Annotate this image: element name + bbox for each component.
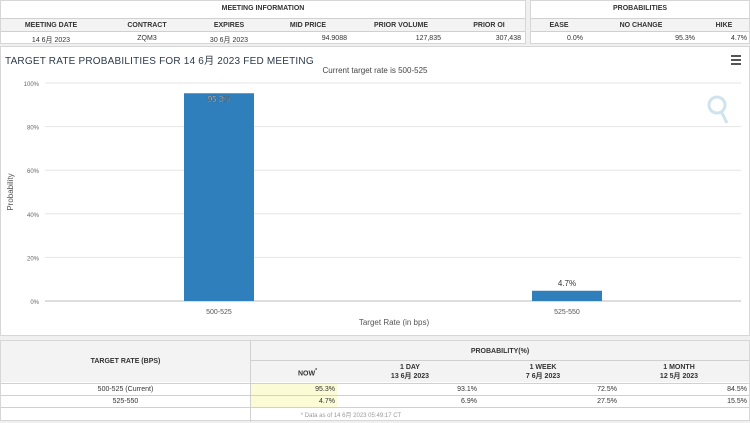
x-tick-label: 500-525 (206, 309, 232, 316)
prior-volume-value: 127,835 (415, 35, 441, 42)
divider (1, 383, 749, 384)
chart-panel: TARGET RATE PROBABILITIES FOR 14 6月 2023… (0, 46, 750, 336)
divider (1, 407, 749, 408)
divider (251, 360, 749, 361)
meeting-info-panel: MEETING INFORMATION MEETING DATE CONTRAC… (0, 0, 526, 44)
col-header-now-label: NOW (297, 370, 316, 378)
col-header-expires: EXPIRES (213, 22, 245, 29)
contract-value: ZQM3 (137, 35, 157, 42)
col-header-hike: HIKE (715, 22, 733, 29)
col-header-prior-volume: PRIOR VOLUME (373, 22, 429, 29)
col-header-1-week-label: 1 WEEK (529, 364, 557, 371)
bar[interactable] (184, 93, 254, 301)
y-tick-label: 80% (27, 126, 40, 132)
y-tick-label: 100% (24, 82, 40, 88)
divider (531, 18, 749, 19)
col-header-contract: CONTRACT (127, 22, 167, 29)
expires-value: 30 6月 2023 (209, 37, 249, 44)
divider (531, 31, 749, 32)
footnote: * Data as of 14 6月 2023 05:49:17 CT (300, 413, 402, 419)
header-band (1, 19, 525, 31)
divider (250, 341, 251, 422)
col-header-meeting-date: MEETING DATE (24, 22, 78, 29)
meeting-info-title: MEETING INFORMATION (221, 5, 305, 12)
table-row-1-week-value: 72.5% (597, 386, 617, 393)
table-row-now-value: 4.7% (251, 396, 337, 407)
table-row-1-week-value: 27.5% (597, 398, 617, 405)
col-header-1-day-label: 1 DAY (400, 364, 420, 371)
data-label: 4.7% (558, 279, 576, 288)
meeting-date-value: 14 6月 2023 (31, 37, 71, 44)
table-row-rate: 500-525 (Current) (97, 386, 154, 393)
col-header-1-month-date: 12 5月 2023 (659, 373, 699, 380)
y-tick-label: 20% (27, 256, 40, 262)
hamburger-menu-icon[interactable] (731, 55, 741, 65)
y-axis-title: Probability (6, 173, 15, 210)
col-header-ease: EASE (549, 22, 569, 29)
mid-price-value: 94.9088 (321, 35, 347, 42)
table-row-1-day-value: 6.9% (461, 398, 477, 405)
table-row-1-month-value: 15.5% (727, 398, 747, 405)
col-header-1-day: 1 DAY 13 6月 2023 (364, 364, 456, 381)
header-band (531, 19, 749, 31)
divider (1, 18, 525, 19)
bar[interactable] (532, 290, 602, 301)
table-row-rate: 525-550 (112, 398, 139, 405)
table-row-1-month-value: 84.5% (727, 386, 747, 393)
divider (1, 395, 749, 396)
probability-header: PROBABILITY(%) (470, 348, 530, 355)
probabilities-panel: PROBABILITIES EASE NO CHANGE HIKE 0.0% 9… (530, 0, 750, 44)
divider (1, 31, 525, 32)
y-tick-label: 40% (27, 213, 40, 219)
col-header-1-month: 1 MONTH 12 5月 2023 (619, 364, 739, 381)
bar-chart: 0% 20% 40% 60% 80% 100% 500-525 95.3% 525-550 4.7… (6, 82, 741, 327)
col-header-1-week-date: 7 6月 2023 (525, 373, 561, 380)
no-change-value: 95.3% (675, 35, 695, 42)
logo-icon (707, 95, 729, 124)
col-header-mid-price: MID PRICE (289, 22, 327, 29)
chart-title: TARGET RATE PROBABILITIES FOR 14 6月 2023… (5, 56, 314, 67)
col-header-prior-oi: PRIOR OI (473, 22, 505, 29)
hike-value: 4.7% (731, 35, 747, 42)
data-label: 95.3% (208, 95, 231, 104)
probabilities-title: PROBABILITIES (612, 5, 668, 12)
col-header-1-week: 1 WEEK 7 6月 2023 (481, 364, 605, 381)
table-row-now-value: 95.3% (251, 384, 337, 395)
target-rate-header: TARGET RATE (BPS) (90, 358, 161, 365)
prior-oi-value: 307,438 (495, 35, 521, 42)
header-band (1, 341, 749, 382)
chart-subtitle: Current target rate is 500-525 (322, 66, 428, 75)
col-header-1-month-label: 1 MONTH (663, 364, 695, 371)
y-tick-label: 0% (30, 300, 39, 306)
x-axis-title: Target Rate (in bps) (359, 318, 430, 327)
now-footnote-marker: * (315, 368, 318, 374)
col-header-no-change: NO CHANGE (619, 22, 663, 29)
ease-value: 0.0% (567, 35, 583, 42)
table-row-1-day-value: 93.1% (457, 386, 477, 393)
col-header-1-day-date: 13 6月 2023 (390, 373, 430, 380)
col-header-now: NOW* (251, 368, 364, 377)
y-tick-label: 60% (27, 169, 40, 175)
x-tick-label: 525-550 (554, 309, 580, 316)
probability-table: TARGET RATE (BPS) PROBABILITY(%) NOW* 1 … (0, 340, 750, 422)
